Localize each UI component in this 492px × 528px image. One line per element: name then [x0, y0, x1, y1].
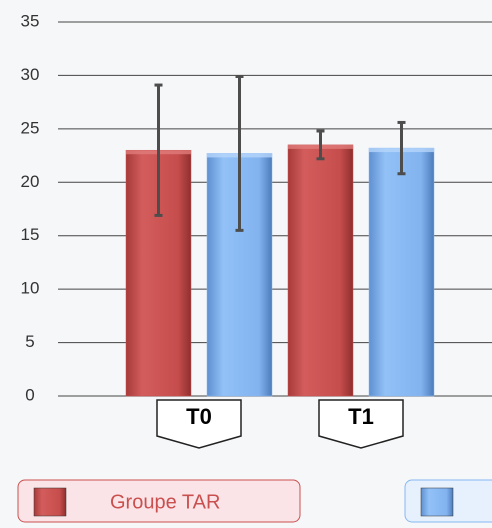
error-bar — [154, 83, 163, 217]
bar — [287, 144, 354, 397]
y-tick-label: 0 — [25, 385, 34, 404]
y-tick-label: 20 — [21, 172, 40, 191]
y-tick-label: 5 — [25, 332, 34, 351]
y-tick-label: 25 — [21, 118, 40, 137]
y-tick-label: 15 — [21, 225, 40, 244]
category-box — [156, 399, 242, 449]
category-box — [318, 399, 404, 449]
legend-swatch — [420, 487, 454, 517]
error-bar — [316, 129, 325, 161]
x-tick-label: T1 — [348, 404, 374, 429]
error-bar — [235, 74, 244, 232]
error-bar — [397, 120, 406, 176]
y-tick-label: 30 — [21, 65, 40, 84]
x-tick-label: T0 — [186, 404, 212, 429]
legend-box — [17, 479, 301, 523]
bar — [368, 147, 435, 397]
legend-label: Groupe TAR — [110, 491, 220, 513]
y-tick-label: 35 — [21, 11, 40, 30]
legend-swatch — [33, 487, 67, 517]
y-tick-label: 10 — [21, 279, 40, 298]
